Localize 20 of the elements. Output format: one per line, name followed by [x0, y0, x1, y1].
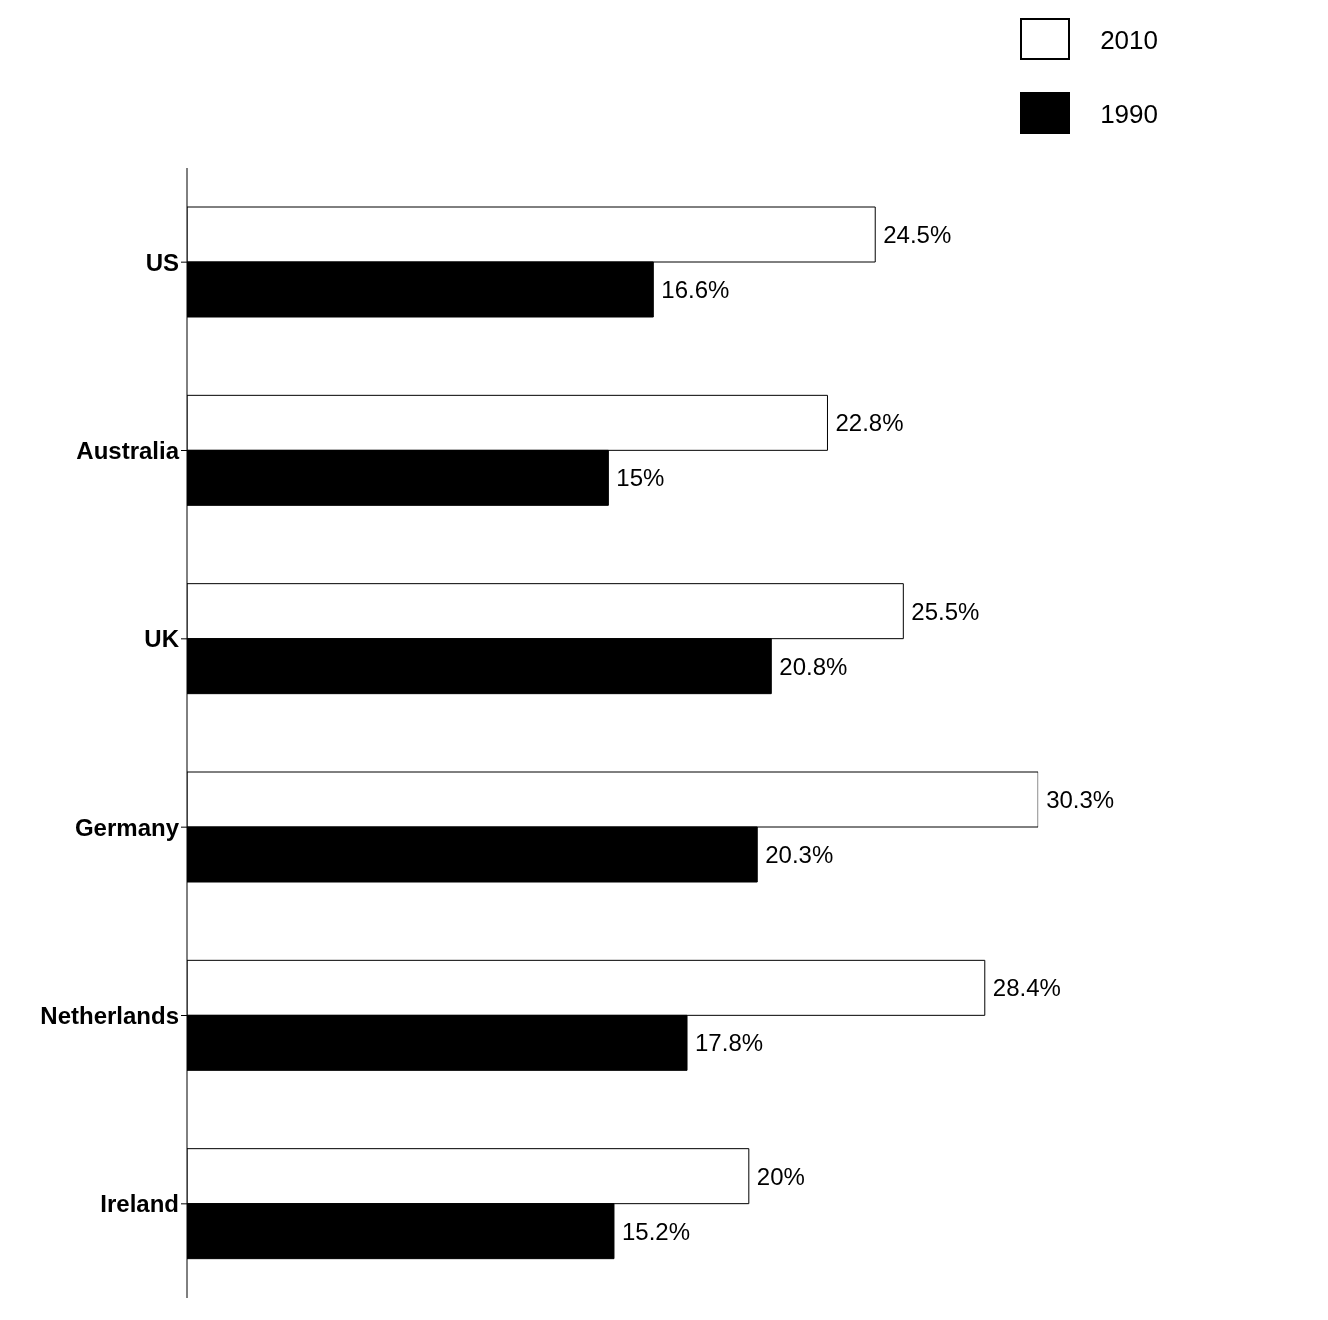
data-label: 24.5% [883, 221, 952, 248]
data-label: 16.6% [661, 276, 730, 303]
data-label: 25.5% [911, 597, 980, 625]
data-label: 15% [616, 464, 665, 492]
data-label: 15.2% [621, 1217, 691, 1245]
data-label: 20.3% [765, 841, 834, 868]
data-label: 30.3% [1046, 786, 1115, 813]
y-tick-label: Australia [76, 437, 180, 465]
legend-label: 1990 [1100, 98, 1158, 130]
y-tick-label: Germany [74, 813, 180, 841]
y-tick-label: Ireland [100, 1190, 179, 1218]
legend-label: 2010 [1100, 24, 1158, 56]
data-label: 28.4% [992, 974, 1061, 1002]
data-label: 20.8% [779, 652, 848, 680]
data-label: 17.8% [695, 1029, 764, 1057]
y-tick-label: US [145, 248, 179, 276]
y-tick-label: UK [144, 625, 180, 653]
data-label: 20% [756, 1162, 805, 1190]
y-tick-label: Netherlands [40, 1002, 179, 1030]
data-label: 22.8% [835, 409, 904, 437]
